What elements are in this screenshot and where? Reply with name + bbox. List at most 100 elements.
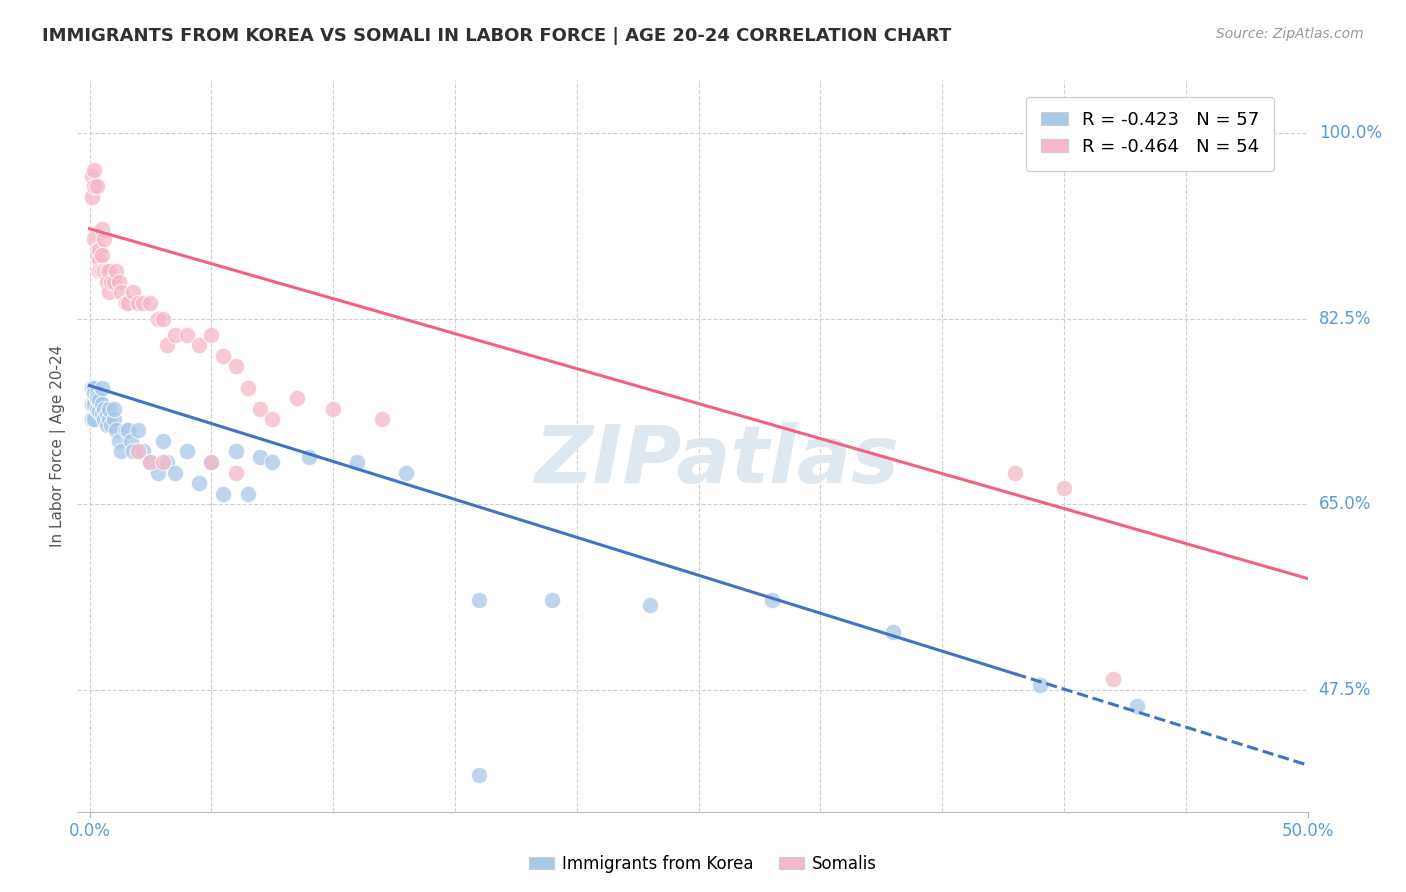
Point: [90, 248, 112, 262]
Point: [110, 444, 132, 458]
Point: [1101, 672, 1123, 686]
Point: [89, 404, 111, 418]
Point: [200, 455, 222, 469]
Point: [115, 296, 138, 310]
Point: [139, 455, 162, 469]
Point: [80, 381, 103, 395]
Text: 82.5%: 82.5%: [1319, 310, 1371, 327]
Point: [152, 434, 174, 448]
Point: [86, 179, 108, 194]
Point: [1004, 466, 1026, 480]
Point: [395, 466, 418, 480]
Text: 47.5%: 47.5%: [1319, 681, 1371, 698]
Point: [89, 243, 111, 257]
Point: [96, 275, 118, 289]
Point: [163, 327, 186, 342]
Point: [298, 450, 321, 464]
Point: [468, 592, 491, 607]
Point: [98, 401, 121, 416]
Point: [200, 327, 222, 342]
Point: [262, 412, 284, 426]
Legend: Immigrants from Korea, Somalis: Immigrants from Korea, Somalis: [522, 848, 884, 880]
Point: [93, 232, 115, 246]
Point: [83, 412, 105, 426]
Point: [200, 455, 222, 469]
Text: IMMIGRANTS FROM KOREA VS SOMALI IN LABOR FORCE | AGE 20-24 CORRELATION CHART: IMMIGRANTS FROM KOREA VS SOMALI IN LABOR…: [42, 27, 952, 45]
Point: [212, 486, 235, 500]
Point: [110, 285, 132, 300]
Point: [139, 296, 162, 310]
Point: [86, 243, 108, 257]
Point: [236, 486, 259, 500]
Point: [89, 393, 111, 408]
Point: [83, 381, 105, 395]
Point: [107, 434, 129, 448]
Point: [100, 417, 122, 432]
Point: [86, 401, 108, 416]
Point: [236, 381, 259, 395]
Point: [188, 476, 211, 491]
Point: [1053, 482, 1076, 496]
Point: [80, 190, 103, 204]
Text: Source: ZipAtlas.com: Source: ZipAtlas.com: [1216, 27, 1364, 41]
Point: [638, 598, 661, 612]
Point: [882, 624, 904, 639]
Point: [100, 275, 122, 289]
Point: [152, 311, 174, 326]
Point: [96, 407, 118, 421]
Point: [93, 412, 115, 426]
Point: [86, 386, 108, 401]
Point: [371, 412, 394, 426]
Point: [90, 264, 112, 278]
Point: [98, 412, 121, 426]
Point: [103, 412, 125, 426]
Point: [122, 444, 145, 458]
Point: [83, 179, 105, 194]
Point: [115, 423, 138, 437]
Point: [105, 423, 128, 437]
Point: [156, 455, 179, 469]
Point: [122, 285, 145, 300]
Point: [98, 285, 121, 300]
Point: [163, 466, 186, 480]
Point: [83, 386, 105, 401]
Point: [80, 169, 103, 183]
Point: [103, 275, 125, 289]
Point: [117, 423, 139, 437]
Point: [98, 264, 121, 278]
Y-axis label: In Labor Force | Age 20-24: In Labor Force | Age 20-24: [51, 345, 66, 547]
Point: [83, 232, 105, 246]
Legend: R = -0.423   N = 57, R = -0.464   N = 54: R = -0.423 N = 57, R = -0.464 N = 54: [1026, 96, 1274, 170]
Point: [83, 396, 105, 410]
Point: [188, 338, 211, 352]
Point: [127, 444, 149, 458]
Point: [117, 296, 139, 310]
Point: [80, 396, 103, 410]
Point: [761, 592, 783, 607]
Point: [132, 296, 155, 310]
Point: [96, 417, 118, 432]
Point: [541, 592, 564, 607]
Point: [127, 296, 149, 310]
Point: [93, 264, 115, 278]
Point: [225, 466, 247, 480]
Point: [105, 264, 128, 278]
Point: [285, 392, 308, 406]
Point: [89, 253, 111, 268]
Point: [83, 163, 105, 178]
Text: 100.0%: 100.0%: [1319, 124, 1382, 143]
Point: [127, 423, 149, 437]
Point: [225, 444, 247, 458]
Point: [146, 466, 169, 480]
Point: [107, 275, 129, 289]
Point: [212, 349, 235, 363]
Point: [346, 455, 368, 469]
Point: [120, 434, 142, 448]
Point: [176, 327, 198, 342]
Point: [132, 444, 155, 458]
Point: [225, 359, 247, 374]
Point: [1028, 677, 1050, 691]
Point: [322, 401, 344, 416]
Point: [152, 455, 174, 469]
Point: [103, 401, 125, 416]
